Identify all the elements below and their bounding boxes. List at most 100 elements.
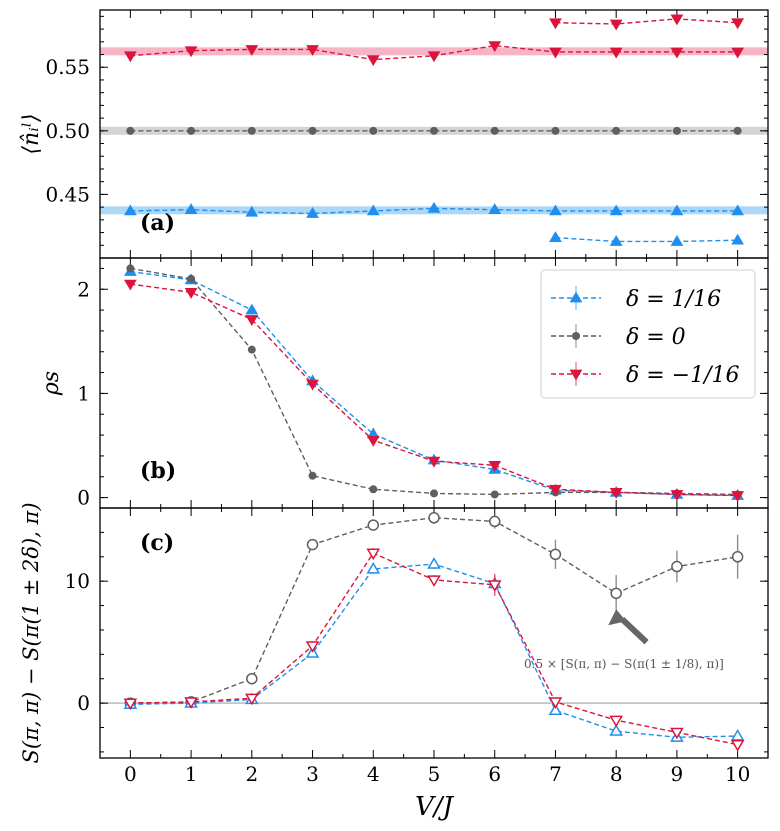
axes-frame-c (99, 507, 769, 759)
legend-item-blue: δ = 1/16 (551, 286, 721, 312)
data-point (490, 490, 499, 499)
data-point (730, 739, 745, 752)
x-tick-label: 6 (488, 762, 501, 786)
band-a-0 (100, 47, 768, 56)
x-tick-label: 8 (610, 762, 623, 786)
data-point (367, 519, 380, 531)
y-tick-label: 0.55 (45, 55, 90, 79)
legend: δ = 1/16 δ = 0 δ = −1/16 (540, 269, 756, 399)
data-point (731, 491, 745, 502)
legend-item-gray: δ = 0 (551, 324, 686, 350)
data-point (126, 126, 135, 135)
series-a-blue-3 (123, 201, 745, 218)
data-point (428, 512, 440, 524)
legend-label: δ = −1/16 (626, 363, 740, 388)
data-point (427, 456, 441, 468)
data-point (245, 693, 259, 706)
data-point (731, 18, 745, 30)
data-point (366, 548, 381, 561)
data-point (184, 288, 198, 299)
annotation-arrow-head (608, 609, 627, 626)
data-point (427, 51, 441, 63)
data-point (549, 484, 562, 496)
data-point (488, 203, 502, 215)
x-tick-label: 1 (185, 762, 198, 786)
series-c-gray-0 (124, 511, 744, 709)
data-point (366, 55, 380, 67)
panel-b: 0 1 2 (b) ρs (39, 257, 769, 510)
data-point (123, 279, 137, 291)
panel-c: 0 10 0.5 × [S(π, π) − S(π(1 ± 1/8), π)] (c)… (19, 502, 769, 764)
data-point (123, 204, 137, 216)
legend-label: δ = 0 (626, 325, 686, 350)
series-line (130, 517, 738, 704)
data-point (609, 488, 623, 499)
data-point (247, 126, 256, 135)
data-point (427, 201, 441, 213)
x-tick-label: 5 (428, 762, 441, 786)
data-point (609, 234, 623, 246)
data-point (430, 489, 438, 498)
data-point (609, 204, 623, 216)
data-point (306, 207, 319, 218)
y-tick-label: 0 (77, 486, 90, 510)
data-point (247, 345, 256, 354)
data-point (549, 18, 562, 30)
data-point (369, 485, 378, 494)
legend-marker (572, 332, 580, 340)
data-point (610, 587, 622, 600)
data-point (487, 580, 502, 592)
data-point (670, 204, 684, 216)
legend-item-red: δ = −1/16 (551, 362, 740, 388)
data-point (609, 19, 623, 31)
data-point (306, 538, 319, 551)
data-point (305, 641, 320, 653)
data-point (245, 45, 259, 56)
legend-box (540, 269, 756, 399)
annotation-arrow-shaft (620, 617, 649, 645)
y-tick-label: 10 (65, 569, 90, 593)
data-point (245, 205, 259, 217)
series-a-blue-4 (549, 231, 745, 246)
legend-label: δ = 1/16 (626, 287, 721, 312)
data-point (731, 47, 745, 59)
x-tick-label: 9 (671, 762, 684, 786)
x-axis-label: V/J (415, 792, 455, 822)
data-point (549, 231, 562, 243)
data-point (670, 234, 684, 246)
x-tick-label: 2 (245, 762, 258, 786)
legend-marker (569, 369, 583, 381)
series-line (555, 236, 738, 243)
data-point (306, 379, 319, 391)
y-axis-label-c: S(π, π) − S(π(1 ± 2δ), π) (19, 502, 43, 763)
data-point (731, 551, 744, 563)
y-axis-label-a: ⟨n̂ᵢˡ⟩ (19, 113, 44, 154)
data-point (369, 126, 378, 135)
data-point (308, 471, 317, 480)
data-point (246, 672, 258, 685)
y-tick-label: 1 (77, 381, 90, 405)
series-b-red-2 (123, 279, 745, 502)
data-point (609, 715, 623, 728)
series-line (130, 207, 738, 215)
data-point (187, 274, 196, 283)
x-tick-label: 0 (124, 762, 137, 786)
series-line (555, 18, 738, 25)
data-point (184, 203, 198, 215)
data-point (548, 697, 563, 709)
data-point (670, 14, 684, 26)
x-tick-label: 3 (306, 762, 319, 786)
data-point (187, 126, 196, 135)
data-point (490, 126, 499, 135)
data-point (123, 698, 138, 711)
x-tick-label: 10 (725, 762, 750, 786)
data-point (609, 47, 623, 59)
data-point (308, 126, 317, 135)
x-tick-label: 4 (367, 762, 380, 786)
data-point (670, 47, 684, 59)
data-point (184, 46, 198, 58)
data-point (366, 435, 380, 447)
data-point (126, 264, 135, 273)
